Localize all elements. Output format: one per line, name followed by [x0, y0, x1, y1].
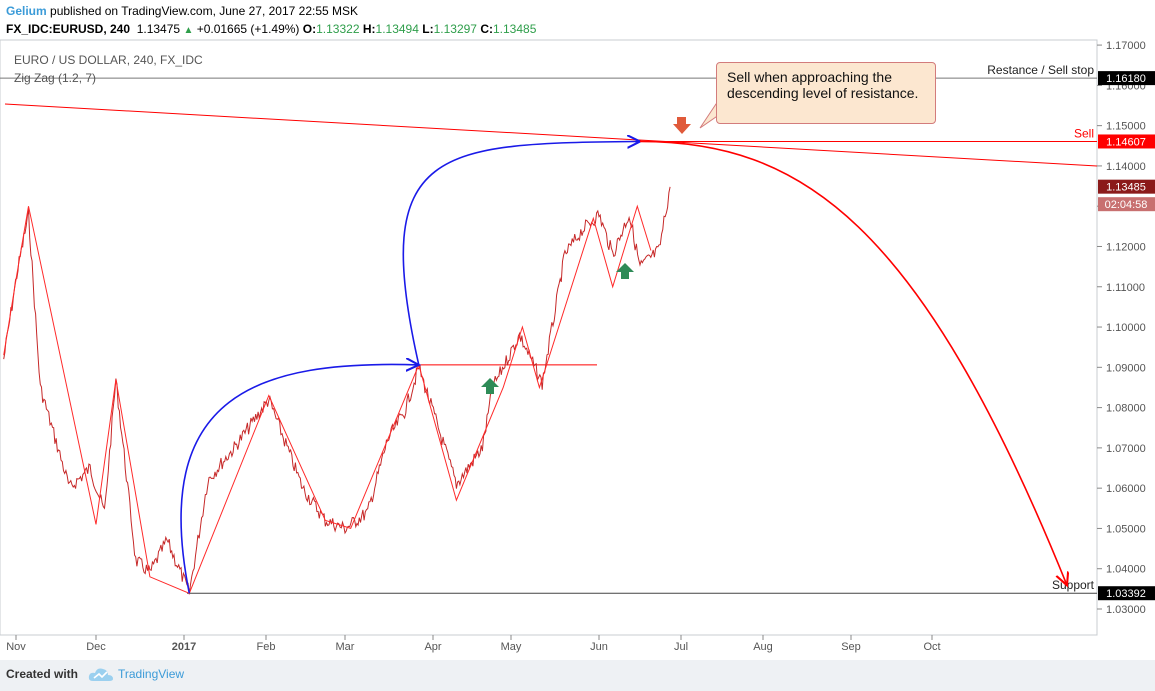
price-chart[interactable]: 1.03000 1.04000 1.05000 1.06000 1.07000 1.080…	[0, 0, 1155, 660]
y-tick-label: 1.03000	[1106, 604, 1146, 616]
open-value: 1.13322	[316, 22, 360, 36]
y-tick-label: 1.09000	[1106, 362, 1146, 374]
publish-date: published on TradingView.com, June 27, 2…	[50, 4, 359, 18]
x-tick-label: May	[501, 641, 522, 653]
chart-header: Gelium published on TradingView.com, Jun…	[0, 0, 1155, 40]
y-tick-label: 1.11000	[1106, 282, 1145, 294]
created-with-label: Created with	[6, 667, 79, 681]
support-label: Support	[1052, 578, 1095, 592]
y-tick-label: 1.07000	[1106, 443, 1146, 455]
low-label: L:	[422, 22, 434, 36]
x-tick-label: Oct	[923, 641, 940, 653]
y-tick-label: 1.05000	[1106, 523, 1146, 535]
price-badges: 1.16180 1.14607 1.03392 1.13485 02:04:58	[1098, 71, 1155, 601]
zigzag-indicator	[3, 204, 652, 594]
sell-price-badge-text: 1.14607	[1106, 136, 1146, 148]
x-axis: Nov Dec 2017 Feb Mar Apr May Jun Jul Aug Sep Oct	[6, 635, 941, 653]
projection-curves	[180, 140, 1067, 594]
price-change: +0.01665 (+1.49%)	[196, 22, 300, 36]
x-tick-label: Mar	[336, 641, 355, 653]
x-tick-label: Nov	[6, 641, 26, 653]
support-price-badge	[1098, 586, 1155, 601]
high-label: H:	[362, 22, 376, 36]
x-tick-label: Jul	[674, 641, 688, 653]
y-tick-label: 1.12000	[1106, 241, 1146, 253]
x-tick-label: Dec	[86, 641, 106, 653]
countdown-badge	[1098, 197, 1155, 212]
resistance-price-badge-text: 1.16180	[1106, 73, 1146, 85]
x-tick-label: Jun	[590, 641, 608, 653]
y-tick-label: 1.15000	[1106, 121, 1146, 133]
chart-title: EURO / US DOLLAR, 240, FX_IDC	[14, 53, 203, 67]
y-axis: 1.03000 1.04000 1.05000 1.06000 1.07000 1.080…	[1097, 40, 1146, 616]
tradingview-link[interactable]: TradingView	[118, 667, 185, 681]
up-triangle-icon: ▲	[183, 25, 194, 36]
high-value: 1.13494	[375, 22, 419, 36]
symbol-label: FX_IDC:EURUSD, 240	[6, 22, 131, 36]
descending-trendline	[4, 103, 1098, 167]
resistance-price-badge	[1098, 71, 1155, 86]
indicator-label[interactable]: Zig Zag (1.2, 7)	[14, 71, 97, 85]
publish-info: Gelium published on TradingView.com, Jun…	[6, 4, 358, 18]
zigzag-line	[3, 204, 652, 594]
y-tick-label: 1.17000	[1106, 40, 1146, 52]
close-label: C:	[480, 22, 493, 36]
close-value: 1.13485	[493, 22, 537, 36]
x-tick-label: Apr	[424, 641, 441, 653]
sell-label: Sell	[1074, 126, 1094, 140]
y-tick-label: 1.04000	[1106, 564, 1146, 576]
projection-curve-3	[639, 140, 1067, 585]
buy-arrow-icon	[616, 263, 634, 279]
buy-arrow-icon	[481, 378, 499, 394]
projection-curve-2	[402, 141, 640, 366]
last-price-badge	[1098, 179, 1155, 194]
x-tick-label: 2017	[172, 641, 196, 653]
author-name[interactable]: Gelium	[6, 4, 47, 18]
y-tick-label: 1.10000	[1106, 322, 1146, 334]
x-tick-label: Feb	[257, 641, 276, 653]
ohlc-line: FX_IDC:EURUSD, 240 1.13475 ▲ +0.01665 (+…	[6, 22, 536, 36]
resistance-label: Restance / Sell stop	[987, 63, 1094, 77]
support-price-badge-text: 1.03392	[1106, 588, 1146, 600]
plot-area	[0, 39, 1098, 636]
last-price-badge-text: 1.13485	[1106, 182, 1146, 194]
sell-price-badge	[1098, 134, 1155, 149]
open-label: O:	[302, 22, 317, 36]
x-tick-label: Aug	[753, 641, 773, 653]
countdown-badge-text: 02:04:58	[1105, 199, 1148, 211]
callout-note: Sell when approaching the descending lev…	[716, 62, 936, 124]
tradingview-cloud-icon	[88, 668, 113, 681]
low-value: 1.13297	[433, 22, 477, 36]
last-price: 1.13475	[136, 22, 181, 36]
y-tick-label: 1.06000	[1106, 483, 1146, 495]
projection-curve-1	[180, 364, 419, 594]
footer: Created with TradingView	[0, 660, 1155, 691]
y-tick-label: 1.14000	[1106, 161, 1146, 173]
y-tick-label: 1.08000	[1106, 403, 1146, 415]
sell-arrow-icon	[673, 117, 691, 134]
x-tick-label: Sep	[841, 641, 861, 653]
